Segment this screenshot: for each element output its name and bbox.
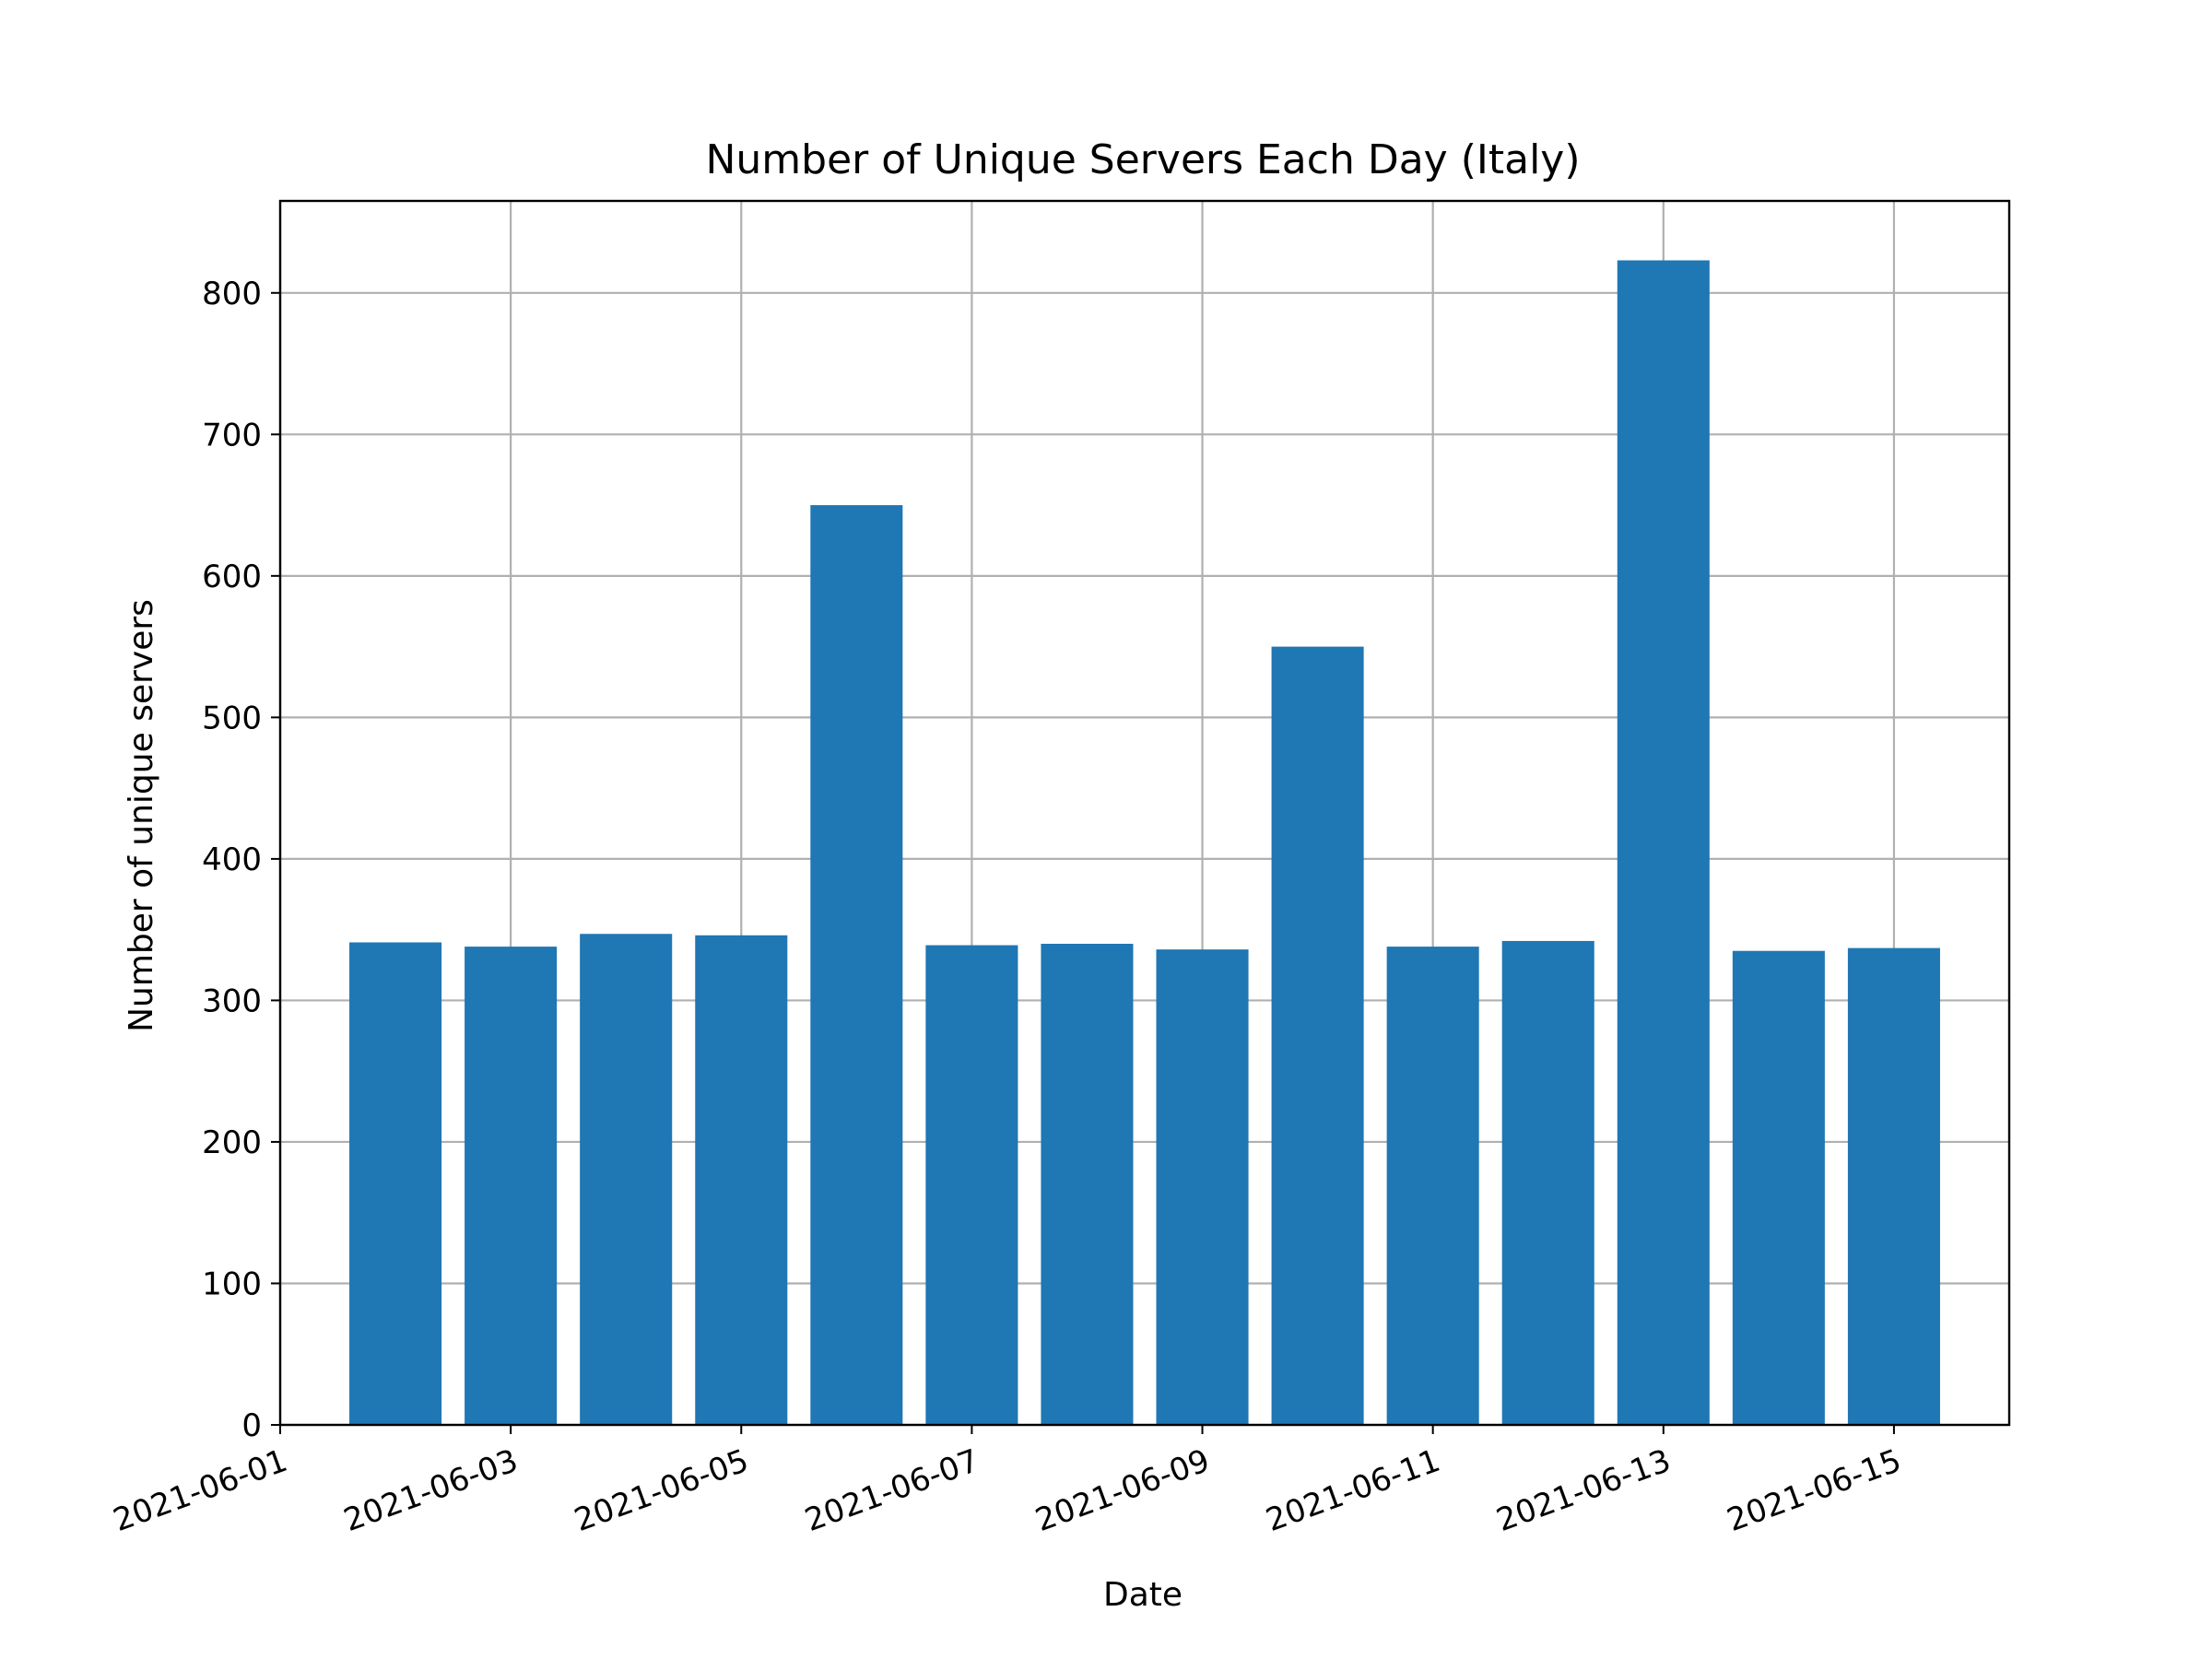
bar-2021-06-11: 2021-06-11: 338 [1386,947,1479,1425]
axes [278,199,2011,1427]
bar-2021-06-03: 2021-06-03: 338 [465,947,558,1425]
y-tick-label: 500 [202,700,262,736]
bar-2021-06-04: 2021-06-04: 347 [580,934,673,1425]
bar-2021-06-12: 2021-06-12: 342 [1501,940,1594,1425]
y-axis-label: Number of unique servers [123,599,160,1032]
chart-title: Number of Unique Servers Each Day (Italy… [705,136,1580,183]
y-tick-label: 600 [202,559,262,595]
bars: 2021-06-02: 3412021-06-03: 3382021-06-04… [349,260,1940,1425]
bar-2021-06-13: 2021-06-13: 823 [1617,260,1710,1425]
bar-2021-06-15: 2021-06-15: 337 [1847,947,1940,1425]
y-tick-label: 400 [202,841,262,878]
bar-2021-06-14: 2021-06-14: 335 [1732,950,1825,1425]
bar-2021-06-08: 2021-06-08: 340 [1041,944,1134,1425]
y-tick-label: 100 [202,1265,262,1302]
y-tick-label: 0 [241,1407,262,1444]
bar-2021-06-09: 2021-06-09: 336 [1156,949,1249,1425]
y-tick-label: 300 [202,982,262,1019]
bar-2021-06-10: 2021-06-10: 550 [1271,646,1364,1425]
x-axis-label: Date [1103,1576,1182,1614]
plot-frame [278,199,2011,1427]
y-tick-label: 800 [202,276,262,312]
bar-2021-06-06: 2021-06-06: 650 [810,505,903,1425]
y-tick-label: 700 [202,417,262,453]
y-tick-label: 200 [202,1124,262,1161]
bar-2021-06-07: 2021-06-07: 339 [925,945,1018,1425]
bar-2021-06-02: 2021-06-02: 341 [349,942,442,1425]
bar-2021-06-05: 2021-06-05: 346 [695,935,788,1425]
